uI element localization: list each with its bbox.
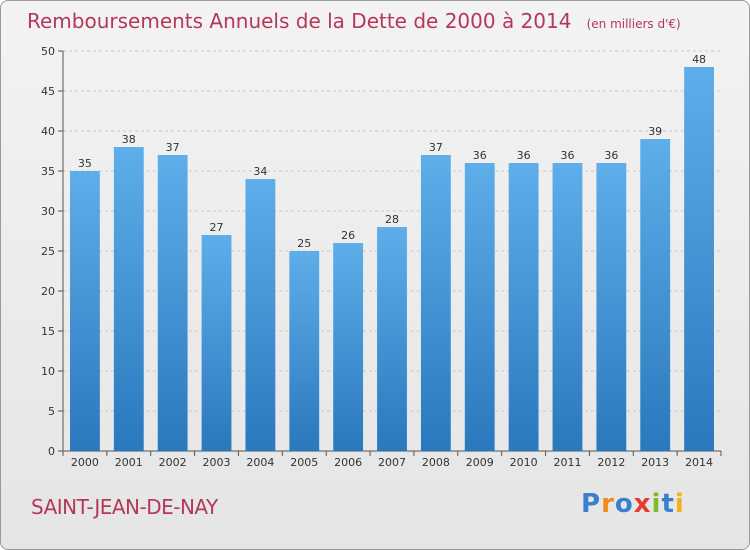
bar-2011[interactable] [552,163,583,451]
x-tick-label: 2000 [71,456,99,469]
data-label: 27 [210,221,224,234]
x-tick-label: 2002 [159,456,187,469]
y-tick-label: 5 [48,405,55,418]
data-label: 38 [122,133,136,146]
data-label: 28 [385,213,399,226]
y-tick-label: 25 [41,245,55,258]
data-label: 34 [253,165,267,178]
x-tick-label: 2013 [641,456,669,469]
chart-subtitle: (en milliers d'€) [586,17,681,31]
data-label: 36 [560,149,574,162]
logo-letter: P [581,489,602,519]
logo-letter: t [661,489,675,519]
data-label: 37 [166,141,180,154]
y-tick-label: 30 [41,205,55,218]
data-label: 36 [517,149,531,162]
bar-2008[interactable] [420,155,451,451]
logo-letter: r [601,489,615,519]
y-tick-label: 40 [41,125,55,138]
bars [70,67,714,451]
data-label: 48 [692,53,706,66]
chart-title-block: Remboursements Annuels de la Dette de 20… [27,9,681,33]
x-tick-label: 2007 [378,456,406,469]
logo-letter: i [674,489,685,519]
bar-2010[interactable] [508,163,539,451]
bar-2012[interactable] [596,163,627,451]
y-tick-label: 0 [48,445,55,458]
town-name: SAINT-JEAN-DE-NAY [31,495,218,519]
bar-2005[interactable] [289,251,320,451]
data-label: 26 [341,229,355,242]
bar-2007[interactable] [377,227,407,451]
y-tick-label: 20 [41,285,55,298]
chart-title: Remboursements Annuels de la Dette de 20… [27,9,572,33]
data-label: 36 [604,149,618,162]
y-tick-label: 10 [41,365,55,378]
bar-2001[interactable] [113,147,144,451]
data-label: 39 [648,125,662,138]
data-label: 37 [429,141,443,154]
data-label: 35 [78,157,92,170]
x-tick-label: 2009 [466,456,494,469]
bar-2014[interactable] [684,67,714,451]
x-tick-label: 2006 [334,456,362,469]
y-tick-label: 15 [41,325,55,338]
x-tick-label: 2010 [510,456,538,469]
x-tick-label: 2004 [246,456,274,469]
bar-2006[interactable] [333,243,364,451]
bar-2000[interactable] [70,171,100,451]
data-label: 25 [297,237,311,250]
x-tick-label: 2003 [203,456,231,469]
x-tick-label: 2012 [597,456,625,469]
x-tick-label: 2008 [422,456,450,469]
y-tick-label: 45 [41,85,55,98]
data-label: 36 [473,149,487,162]
labels: 0 5 10 15 20 25 30 35 40 45 50 35 2000 38 2001 37 2002 27… [41,45,713,469]
logo-letter: i [651,489,662,519]
y-tick-label: 35 [41,165,55,178]
logo-letter: x [633,489,652,519]
x-tick-label: 2005 [290,456,318,469]
bar-2003[interactable] [201,235,232,451]
x-tick-label: 2014 [685,456,713,469]
y-tick-label: 50 [41,45,55,58]
bar-2002[interactable] [157,155,188,451]
x-tick-label: 2011 [553,456,581,469]
proxiti-logo[interactable]: Proxiti [581,489,685,519]
bar-2009[interactable] [464,163,495,451]
bar-2013[interactable] [640,139,671,451]
logo-letter: o [614,489,634,519]
bar-2004[interactable] [245,179,276,451]
x-tick-label: 2001 [115,456,143,469]
